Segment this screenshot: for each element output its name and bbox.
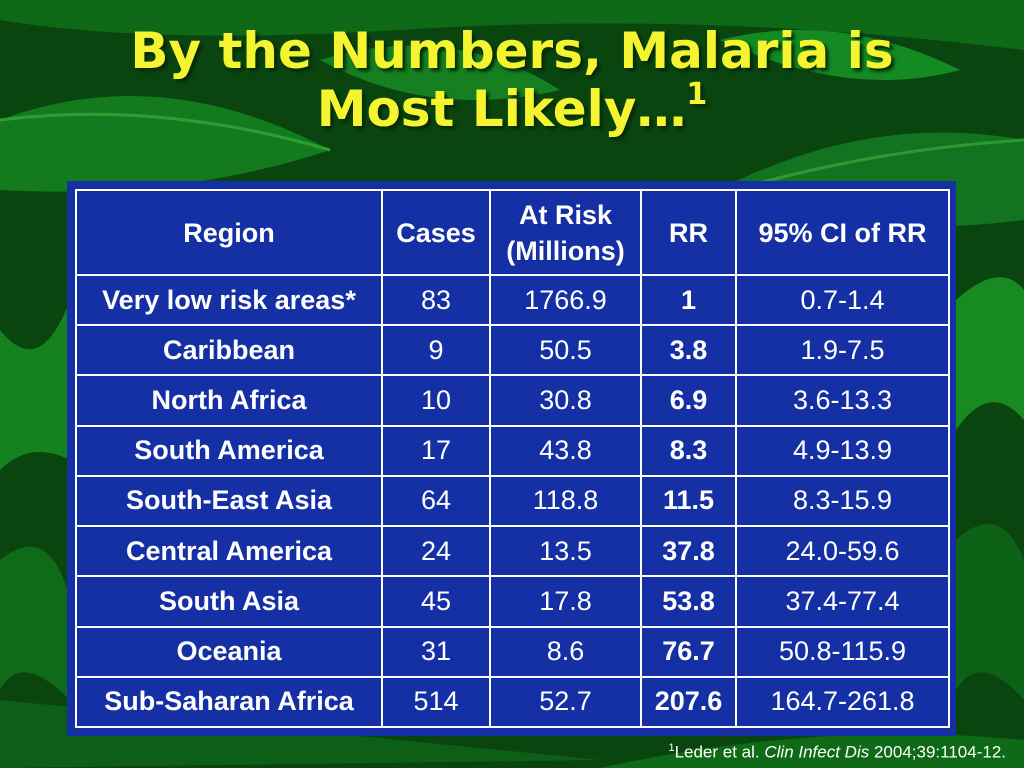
ci-cell: 0.7-1.4 bbox=[735, 273, 950, 327]
header-at-risk-line2: (Millions) bbox=[506, 235, 625, 266]
cases-cell: 9 bbox=[381, 324, 491, 377]
at-risk-cell: 8.6 bbox=[489, 625, 642, 678]
malaria-risk-table: Region Cases At Risk (Millions) RR 95% C… bbox=[75, 189, 950, 729]
region-cell: Sub-Saharan Africa bbox=[75, 675, 383, 729]
malaria-table-panel: Region Cases At Risk (Millions) RR 95% C… bbox=[67, 181, 956, 736]
table-row: Sub-Saharan Africa 514 52.7 207.6 164.7-… bbox=[75, 675, 950, 729]
header-at-risk: At Risk (Millions) bbox=[489, 189, 642, 276]
slide-title: By the Numbers, Malaria is Most Likely…1 bbox=[0, 22, 1024, 138]
cases-cell: 45 bbox=[381, 575, 491, 628]
footnote-journal: Clin Infect Dis bbox=[764, 742, 870, 762]
region-cell: South-East Asia bbox=[75, 474, 383, 528]
table-row: Very low risk areas* 83 1766.9 1 0.7-1.4 bbox=[75, 273, 950, 327]
ci-cell: 8.3-15.9 bbox=[735, 474, 950, 528]
at-risk-cell: 118.8 bbox=[489, 474, 642, 528]
title-line-1: By the Numbers, Malaria is bbox=[130, 22, 894, 80]
region-cell: Very low risk areas* bbox=[75, 273, 383, 327]
ci-cell: 1.9-7.5 bbox=[735, 324, 950, 377]
region-cell: Caribbean bbox=[75, 324, 383, 377]
region-cell: South America bbox=[75, 424, 383, 477]
region-cell: South Asia bbox=[75, 575, 383, 628]
table-row: South America 17 43.8 8.3 4.9-13.9 bbox=[75, 424, 950, 477]
table-row: South Asia 45 17.8 53.8 37.4-77.4 bbox=[75, 575, 950, 628]
ci-cell: 50.8-115.9 bbox=[735, 625, 950, 678]
cases-cell: 514 bbox=[381, 675, 491, 729]
at-risk-cell: 17.8 bbox=[489, 575, 642, 628]
table-row: Caribbean 9 50.5 3.8 1.9-7.5 bbox=[75, 324, 950, 377]
footnote-author: Leder et al. bbox=[674, 742, 760, 762]
rr-cell: 1 bbox=[640, 273, 737, 327]
cases-cell: 17 bbox=[381, 424, 491, 477]
table-header-row: Region Cases At Risk (Millions) RR 95% C… bbox=[75, 189, 950, 276]
rr-cell: 37.8 bbox=[640, 525, 737, 578]
cases-cell: 10 bbox=[381, 374, 491, 427]
ci-cell: 164.7-261.8 bbox=[735, 675, 950, 729]
title-line-2-text: Most Likely… bbox=[316, 80, 687, 138]
rr-cell: 3.8 bbox=[640, 324, 737, 377]
rr-cell: 6.9 bbox=[640, 374, 737, 427]
rr-cell: 76.7 bbox=[640, 625, 737, 678]
footnote-marker: 1 bbox=[668, 742, 675, 754]
rr-cell: 8.3 bbox=[640, 424, 737, 477]
header-at-risk-line1: At Risk bbox=[518, 199, 613, 230]
cases-cell: 31 bbox=[381, 625, 491, 678]
ci-cell: 3.6-13.3 bbox=[735, 374, 950, 427]
ci-cell: 24.0-59.6 bbox=[735, 525, 950, 578]
header-ci: 95% CI of RR bbox=[735, 189, 950, 276]
region-cell: North Africa bbox=[75, 374, 383, 427]
at-risk-cell: 13.5 bbox=[489, 525, 642, 578]
table-row: South-East Asia 64 118.8 11.5 8.3-15.9 bbox=[75, 474, 950, 528]
at-risk-cell: 50.5 bbox=[489, 324, 642, 377]
region-cell: Central America bbox=[75, 525, 383, 578]
at-risk-cell: 43.8 bbox=[489, 424, 642, 477]
footnote-citation: 2004;39:1104-12. bbox=[873, 742, 1006, 762]
region-cell: Oceania bbox=[75, 625, 383, 678]
rr-cell: 11.5 bbox=[640, 474, 737, 528]
ci-cell: 4.9-13.9 bbox=[735, 424, 950, 477]
cases-cell: 24 bbox=[381, 525, 491, 578]
table-row: Oceania 31 8.6 76.7 50.8-115.9 bbox=[75, 625, 950, 678]
cases-cell: 64 bbox=[381, 474, 491, 528]
rr-cell: 53.8 bbox=[640, 575, 737, 628]
header-rr: RR bbox=[640, 189, 737, 276]
citation-footnote: 1Leder et al. Clin Infect Dis 2004;39:11… bbox=[668, 742, 1006, 763]
table-row: North Africa 10 30.8 6.9 3.6-13.3 bbox=[75, 374, 950, 427]
at-risk-cell: 52.7 bbox=[489, 675, 642, 729]
title-footnote-marker: 1 bbox=[686, 77, 708, 112]
header-cases: Cases bbox=[381, 189, 491, 276]
at-risk-cell: 1766.9 bbox=[489, 273, 642, 327]
header-region: Region bbox=[75, 189, 383, 276]
ci-cell: 37.4-77.4 bbox=[735, 575, 950, 628]
rr-cell: 207.6 bbox=[640, 675, 737, 729]
at-risk-cell: 30.8 bbox=[489, 374, 642, 427]
table-row: Central America 24 13.5 37.8 24.0-59.6 bbox=[75, 525, 950, 578]
title-line-2: Most Likely…1 bbox=[0, 77, 1024, 139]
cases-cell: 83 bbox=[381, 273, 491, 327]
